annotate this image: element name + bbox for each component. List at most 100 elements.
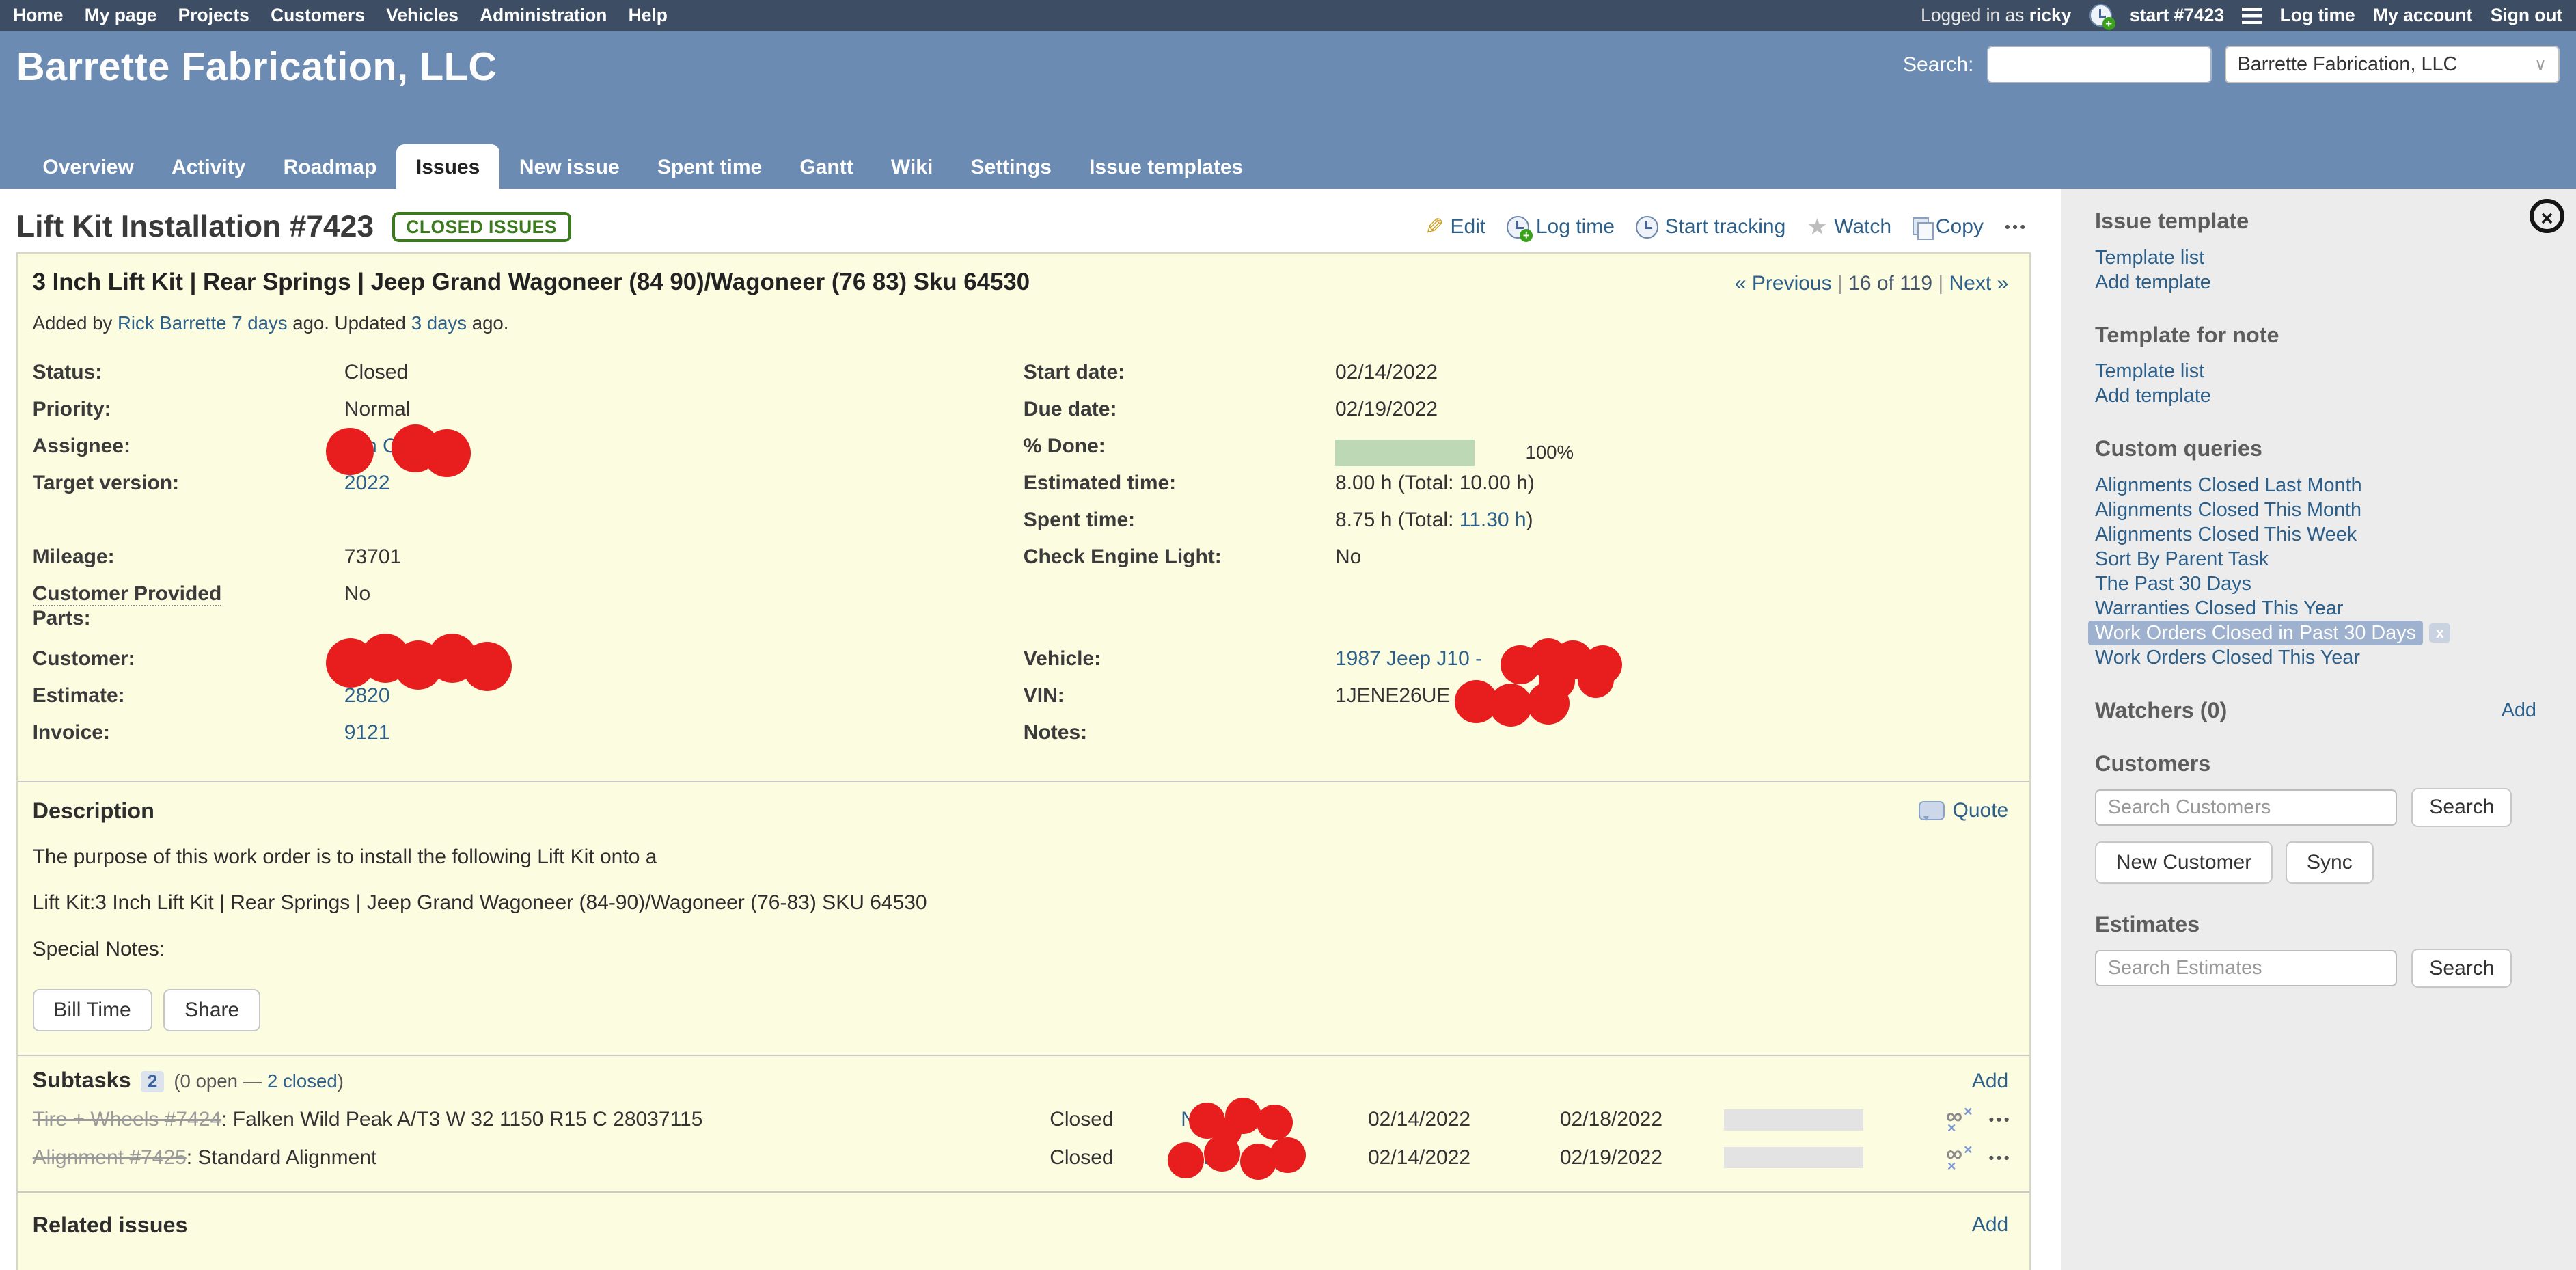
custom-query-link[interactable]: Sort By Parent Task — [2095, 548, 2269, 571]
note-template-list-link[interactable]: Template list — [2095, 360, 2205, 383]
custom-query-link[interactable]: Alignments Closed This Month — [2095, 499, 2362, 521]
divider — [18, 780, 2030, 782]
issue-pagination: « Previous | 16 of 119 | Next » — [1734, 271, 2009, 295]
redaction-mark — [1269, 1137, 1306, 1174]
tab-activity[interactable]: Activity — [172, 155, 246, 178]
customer-provided-parts-value: No — [344, 582, 371, 606]
custom-queries-heading: Custom queries — [2095, 436, 2262, 461]
custom-query-link[interactable]: The Past 30 Days — [2095, 573, 2251, 595]
subtask-progress — [1723, 1146, 1872, 1169]
chevron-down-icon: ∨ — [2534, 55, 2547, 75]
my-account-link[interactable]: My account — [2373, 5, 2473, 26]
start-timer-link[interactable]: start #7423 — [2130, 5, 2225, 26]
added-age-link[interactable]: 7 days — [232, 312, 288, 334]
sync-button[interactable]: Sync — [2286, 841, 2374, 884]
sign-out-link[interactable]: Sign out — [2490, 5, 2563, 26]
estimate-link[interactable]: 2820 — [344, 684, 390, 707]
bill-time-button[interactable]: Bill Time — [32, 989, 152, 1032]
project-selector[interactable]: Barrette Fabrication, LLC ∨ — [2224, 46, 2560, 84]
log-time-link[interactable]: Log time — [2279, 5, 2355, 26]
tab-issues[interactable]: Issues — [396, 144, 500, 189]
vehicle-link[interactable]: 1987 Jeep J10 - — [1334, 647, 1483, 671]
subtask-id-link[interactable]: Tire + Wheels #7424 — [32, 1108, 222, 1131]
related-issues-title: Related issues — [32, 1212, 188, 1237]
sidebar: × Issue template Template list Add templ… — [2060, 189, 2576, 1270]
divider — [18, 1191, 2030, 1193]
redaction-mark — [1526, 681, 1570, 725]
unlink-icon[interactable] — [1945, 1137, 1973, 1168]
custom-query-link-selected[interactable]: Work Orders Closed in Past 30 Days — [2088, 621, 2423, 646]
search-estimates-input[interactable] — [2095, 950, 2397, 986]
author-link[interactable]: Rick Barrette — [117, 312, 227, 334]
quote-button[interactable]: Quote — [1918, 799, 2008, 822]
edit-button[interactable]: ✎ Edit — [1424, 215, 1486, 241]
subtask-more-button[interactable]: ••• — [1988, 1148, 2012, 1166]
redaction-mark — [1203, 1135, 1240, 1172]
tab-wiki[interactable]: Wiki — [890, 155, 933, 178]
timer-list-icon[interactable] — [2242, 7, 2262, 24]
custom-query-link[interactable]: Warranties Closed This Year — [2095, 597, 2344, 620]
redaction-mark — [1168, 1141, 1204, 1178]
updated-age-link[interactable]: 3 days — [411, 312, 467, 334]
estimated-time-value: 8.00 h (Total: 10.00 h) — [1334, 472, 1535, 495]
menu-help[interactable]: Help — [628, 5, 668, 26]
invoice-link[interactable]: 9121 — [344, 721, 390, 744]
next-issue-link[interactable]: Next » — [1949, 271, 2009, 295]
custom-query-link[interactable]: Work Orders Closed This Year — [2095, 647, 2360, 669]
add-subtask-link[interactable]: Add — [1971, 1069, 2009, 1092]
new-customer-button[interactable]: New Customer — [2095, 841, 2273, 884]
custom-query-link[interactable]: Alignments Closed This Week — [2095, 524, 2357, 546]
subtask-more-button[interactable]: ••• — [1988, 1111, 2012, 1129]
tab-roadmap[interactable]: Roadmap — [283, 155, 377, 178]
spent-time-label: Spent time: — [1023, 509, 1136, 532]
menu-vehicles[interactable]: Vehicles — [386, 5, 458, 26]
more-actions-button[interactable]: ••• — [2005, 218, 2028, 236]
target-version-link[interactable]: 2022 — [344, 472, 390, 495]
tab-overview[interactable]: Overview — [42, 155, 134, 178]
tab-spent-time[interactable]: Spent time — [657, 155, 763, 178]
watch-button[interactable]: ★ Watch — [1807, 215, 1892, 241]
log-time-button[interactable]: Log time — [1507, 215, 1615, 241]
search-customers-input[interactable] — [2095, 789, 2397, 826]
tab-gantt[interactable]: Gantt — [799, 155, 853, 178]
tab-issue-templates[interactable]: Issue templates — [1089, 155, 1244, 178]
add-related-issue-link[interactable]: Add — [1971, 1213, 2009, 1237]
menu-home[interactable]: Home — [13, 5, 64, 26]
custom-query-link[interactable]: Alignments Closed Last Month — [2095, 474, 2362, 496]
divider — [18, 1054, 2030, 1056]
menu-projects[interactable]: Projects — [178, 5, 249, 26]
invoice-label: Invoice: — [32, 721, 110, 744]
copy-button[interactable]: Copy — [1913, 215, 1984, 240]
closed-subtasks-link[interactable]: 2 closed — [266, 1070, 338, 1092]
previous-issue-link[interactable]: « Previous — [1734, 271, 1832, 295]
spent-time-link[interactable]: 11.30 h — [1459, 509, 1526, 532]
note-add-template-link[interactable]: Add template — [2095, 385, 2211, 407]
menu-my-page[interactable]: My page — [84, 5, 157, 26]
description-title: Description — [32, 798, 154, 823]
subtask-id-link[interactable]: Alignment #7425 — [32, 1146, 187, 1169]
search-estimates-button[interactable]: Search — [2411, 948, 2512, 988]
add-watcher-link[interactable]: Add — [2501, 699, 2536, 721]
add-template-link[interactable]: Add template — [2095, 271, 2211, 293]
subtasks-title: Subtasks — [32, 1067, 131, 1092]
unlink-icon[interactable] — [1945, 1099, 1973, 1131]
menu-customers[interactable]: Customers — [271, 5, 365, 26]
start-tracking-button[interactable]: Start tracking — [1636, 215, 1785, 239]
menu-administration[interactable]: Administration — [480, 5, 607, 26]
notes-value — [1335, 720, 2015, 757]
search-input[interactable] — [1986, 46, 2212, 84]
tab-new-issue[interactable]: New issue — [519, 155, 620, 178]
search-customers-button[interactable]: Search — [2411, 787, 2512, 827]
share-button[interactable]: Share — [163, 989, 260, 1032]
close-icon[interactable]: × — [2530, 198, 2564, 233]
project-tabs: Overview Activity Roadmap Issues New iss… — [25, 144, 1263, 189]
spent-time-value: 8.75 h (Total: 11.30 h) — [1334, 509, 1533, 532]
template-list-link[interactable]: Template list — [2095, 246, 2205, 269]
mileage-value: 73701 — [344, 545, 402, 569]
pencil-icon: ✎ — [1424, 215, 1444, 241]
issue-actions: ✎Edit Log time Start tracking ★Watch Cop… — [1425, 213, 2028, 241]
check-engine-label: Check Engine Light: — [1023, 545, 1222, 569]
delete-query-button[interactable]: x — [2429, 623, 2451, 643]
notes-label: Notes: — [1023, 721, 1088, 744]
tab-settings[interactable]: Settings — [970, 155, 1052, 178]
